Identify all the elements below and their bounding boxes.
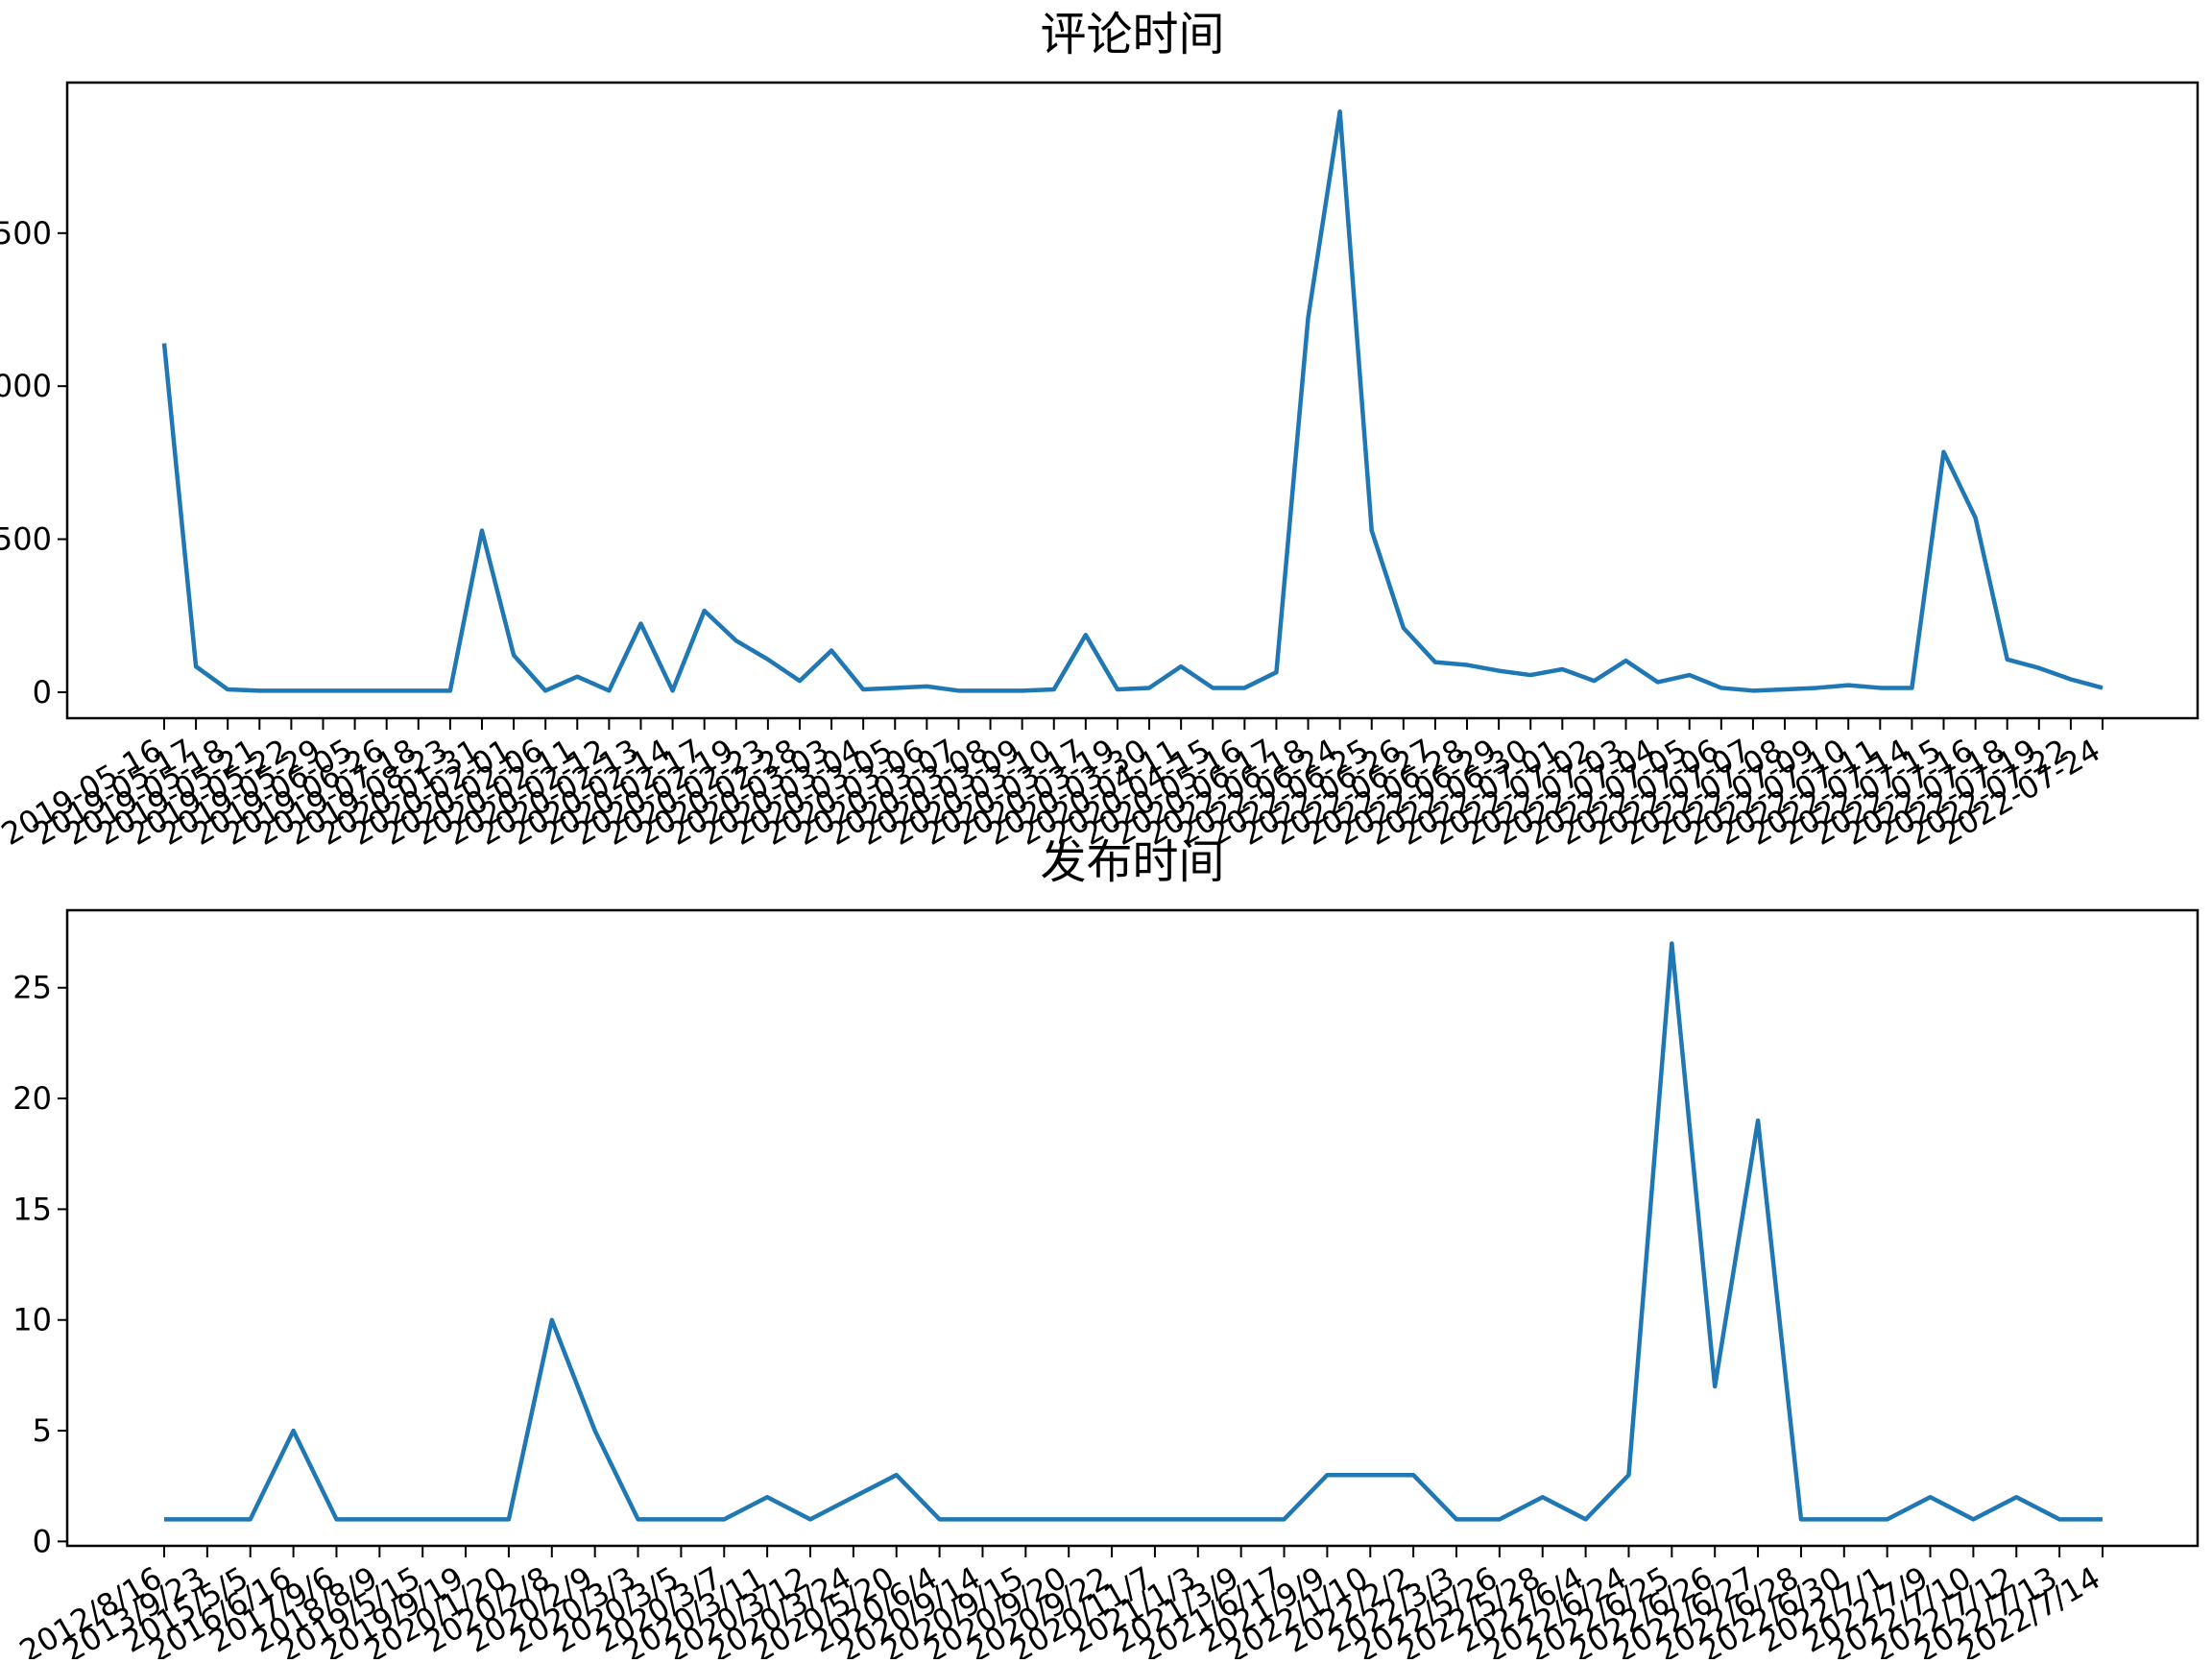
y-tick-label: 25: [12, 970, 52, 1006]
plot-frame: [65, 908, 2200, 1548]
y-tick-label: 15: [12, 1191, 52, 1227]
y-tick-label: 1000: [0, 368, 52, 404]
chart-title: 发布时间: [1040, 835, 1224, 889]
data-line: [164, 941, 2103, 1522]
y-tick-label: 0: [33, 674, 52, 711]
data-line: [161, 109, 2104, 693]
y-tick-label: 20: [12, 1080, 52, 1117]
plot-frame: [65, 81, 2200, 720]
y-tick-label: 0: [33, 1523, 52, 1559]
y-tick-label: 10: [12, 1302, 52, 1338]
y-tick-label: 500: [0, 521, 52, 558]
y-tick-label: 5: [33, 1412, 52, 1449]
y-tick-label: 1500: [0, 215, 52, 252]
chart-title: 评论时间: [1040, 8, 1224, 61]
